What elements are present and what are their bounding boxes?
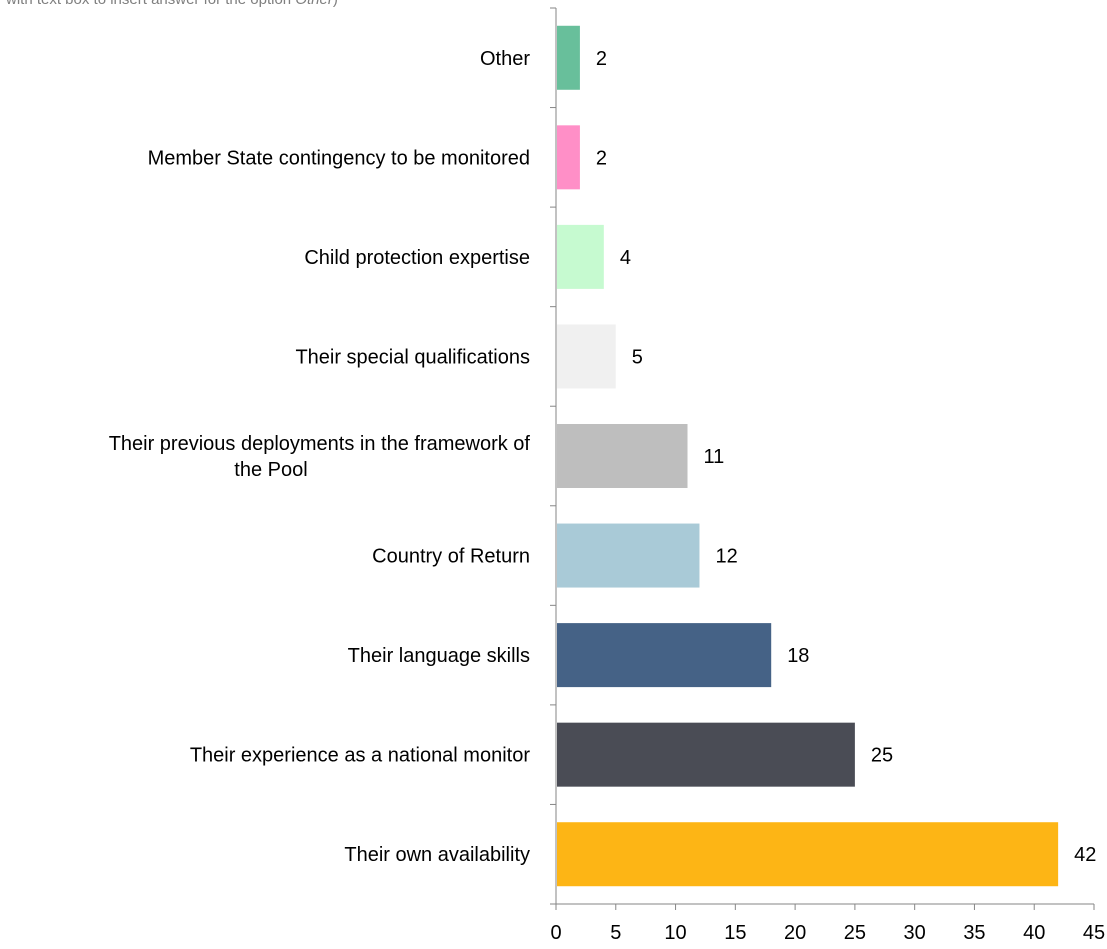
- question-note: with text box to insert answer for the o…: [6, 0, 338, 8]
- question-note-suffix: ): [333, 0, 338, 8]
- bar: [557, 424, 688, 488]
- x-tick-label: 35: [963, 922, 985, 944]
- x-tick-label: 25: [844, 922, 866, 944]
- category-label: Country of Return: [372, 546, 530, 568]
- bar: [557, 722, 855, 787]
- category-label: Their previous deployments in the framew…: [109, 433, 531, 481]
- bar: [557, 324, 616, 389]
- category-label: Their own availability: [344, 844, 530, 866]
- bar: [557, 523, 700, 588]
- bar: [557, 623, 772, 688]
- category-label: Their language skills: [348, 645, 530, 667]
- question-note-text: with text box to insert answer for the o…: [6, 0, 295, 8]
- x-tick-label: 30: [904, 922, 926, 944]
- axes: [550, 7, 1095, 910]
- data-label: 5: [632, 346, 643, 368]
- category-label: Child protection expertise: [304, 247, 530, 269]
- bar: [557, 125, 580, 190]
- data-label: 2: [596, 147, 607, 169]
- data-label: 2: [596, 48, 607, 70]
- x-tick-label: 5: [610, 922, 621, 944]
- category-label: Their special qualifications: [295, 346, 530, 368]
- x-tick-label: 45: [1083, 922, 1105, 944]
- bars: [557, 25, 1059, 887]
- category-label: Other: [480, 48, 530, 70]
- x-tick-label: 20: [784, 922, 806, 944]
- bar: [557, 224, 604, 289]
- x-tick-label: 10: [664, 922, 686, 944]
- data-label: 4: [620, 247, 631, 269]
- data-label: 25: [871, 745, 893, 767]
- x-tick-label: 0: [550, 922, 561, 944]
- bar: [557, 25, 580, 90]
- data-label: 12: [715, 546, 737, 568]
- question-note-italic: Other: [295, 0, 333, 8]
- category-label: Their experience as a national monitor: [190, 745, 531, 767]
- x-tick-label: 15: [724, 922, 746, 944]
- category-label: Member State contingency to be monitored: [148, 147, 530, 169]
- data-label: 42: [1074, 844, 1096, 866]
- x-tick-label: 40: [1023, 922, 1045, 944]
- data-label: 11: [704, 446, 725, 468]
- bar: [557, 822, 1059, 887]
- data-label: 18: [787, 645, 809, 667]
